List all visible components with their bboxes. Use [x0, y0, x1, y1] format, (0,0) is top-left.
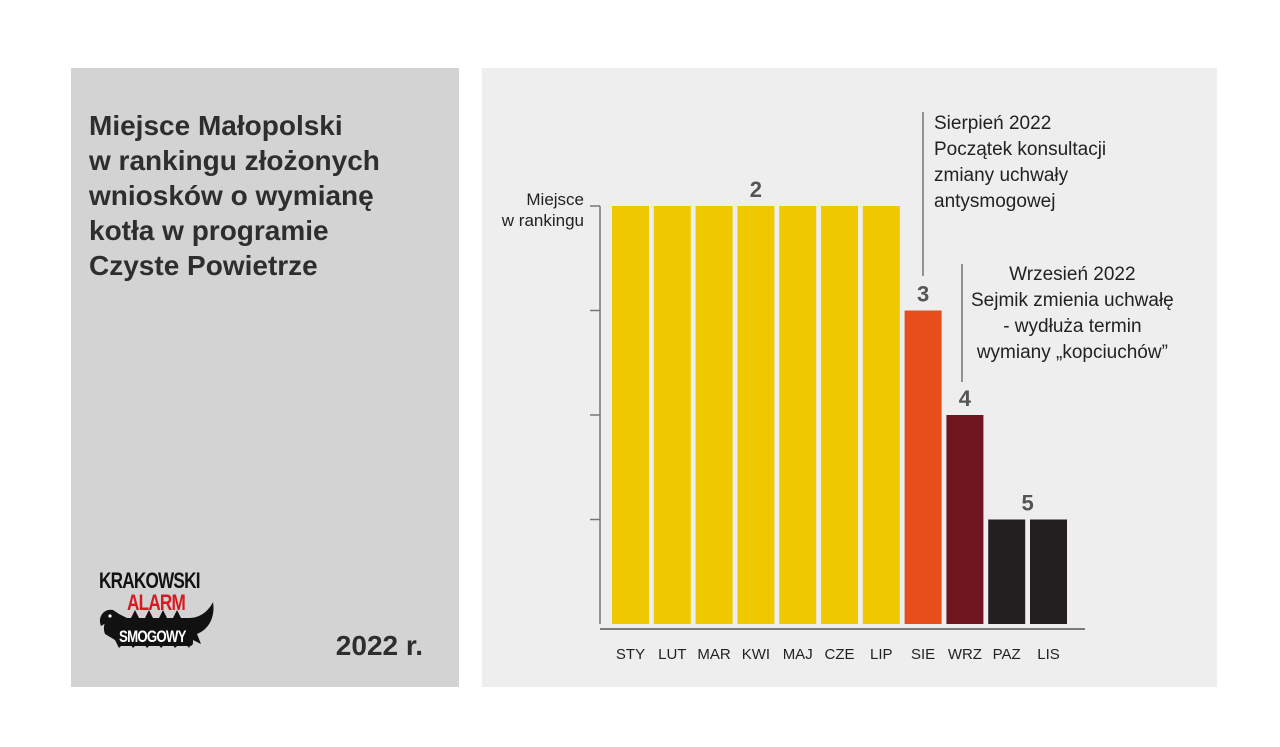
x-tick-label: LIP [870, 646, 893, 663]
x-tick-label: SIE [911, 646, 935, 663]
x-tick-label: KWI [742, 646, 770, 663]
bar-lip [862, 206, 900, 624]
value-label-2: 2 [750, 177, 762, 202]
y-axis-label-line: w rankingu [501, 211, 584, 230]
annotation-august: Sierpień 2022 Początek konsultacji zmian… [934, 111, 1106, 215]
panel-title-line: kotła w programie [89, 215, 329, 246]
bars-group [612, 206, 1067, 624]
annotation-line: Sierpień 2022 [934, 113, 1052, 134]
chart-panel: 2 3 4 5 STY LUT MAR KWI MAJ CZE LIP SIE WRZ PAZ LIS M… [482, 68, 1217, 687]
annotation-line: wymiany „kopciuchów” [976, 342, 1168, 363]
x-tick-label: LIS [1037, 646, 1060, 663]
annotation-line: Wrzesień 2022 [1009, 264, 1136, 285]
x-tick-label: MAJ [783, 646, 813, 663]
bar-wrz [946, 415, 984, 624]
x-tick-label: LUT [658, 646, 686, 663]
panel-title-line: Czyste Powietrze [89, 250, 318, 281]
annotation-september: Wrzesień 2022 Sejmik zmienia uchwałę - w… [971, 262, 1174, 366]
x-tick-label: STY [616, 646, 645, 663]
bar-mar [695, 206, 733, 624]
panel-title-line: Miejsce Małopolski [89, 110, 343, 141]
panel-title-line: w rankingu złożonych [89, 145, 380, 176]
bar-maj [779, 206, 817, 624]
panel-title: Miejsce Małopolski w rankingu złożonych … [89, 108, 429, 283]
left-panel: Miejsce Małopolski w rankingu złożonych … [71, 68, 459, 687]
bar-kwi [737, 206, 775, 624]
annotation-line: zmiany uchwały [934, 165, 1069, 186]
annotation-line: antysmogowej [934, 191, 1056, 212]
y-axis-label-line: Miejsce [526, 190, 584, 209]
value-label-4: 4 [959, 386, 972, 411]
x-tick-label: WRZ [948, 646, 982, 663]
bar-sie [904, 310, 942, 624]
annotation-line: Początek konsultacji [934, 139, 1107, 160]
dragon-logo-icon [99, 602, 214, 648]
x-tick-label: MAR [697, 646, 731, 663]
logo-line: ALARM [127, 590, 186, 615]
x-tick-labels-group: STY LUT MAR KWI MAJ CZE LIP SIE WRZ PAZ LIS [616, 646, 1060, 663]
annotation-line: - wydłuża termin [1003, 316, 1142, 337]
value-label-5: 5 [1021, 491, 1033, 516]
x-tick-label: PAZ [993, 646, 1021, 663]
logo-line: KRAKOWSKI [99, 568, 200, 593]
callout-lines-group [922, 112, 963, 382]
bar-cze [821, 206, 858, 624]
krakowski-alarm-smogowy-logo: KRAKOWSKI ALARM SMOGOWY [97, 568, 217, 660]
logo-line: SMOGOWY [119, 627, 187, 646]
annotation-line: Sejmik zmienia uchwałę [971, 290, 1174, 311]
ranking-bar-chart: 2 3 4 5 STY LUT MAR KWI MAJ CZE LIP SIE WRZ PAZ LIS [590, 112, 1085, 663]
year-label: 2022 r. [335, 630, 423, 661]
x-tick-label: CZE [825, 646, 855, 663]
value-labels-group: 2 3 4 5 [750, 177, 1034, 516]
y-axis-label: Miejsce w rankingu [482, 189, 584, 231]
value-label-3: 3 [917, 282, 929, 307]
bar-lis [1030, 519, 1067, 624]
bar-sty [612, 206, 649, 624]
bar-lut [653, 206, 691, 624]
axes-group [590, 205, 1085, 630]
bar-paz [988, 519, 1026, 624]
panel-title-line: wniosków o wymianę [89, 180, 374, 211]
